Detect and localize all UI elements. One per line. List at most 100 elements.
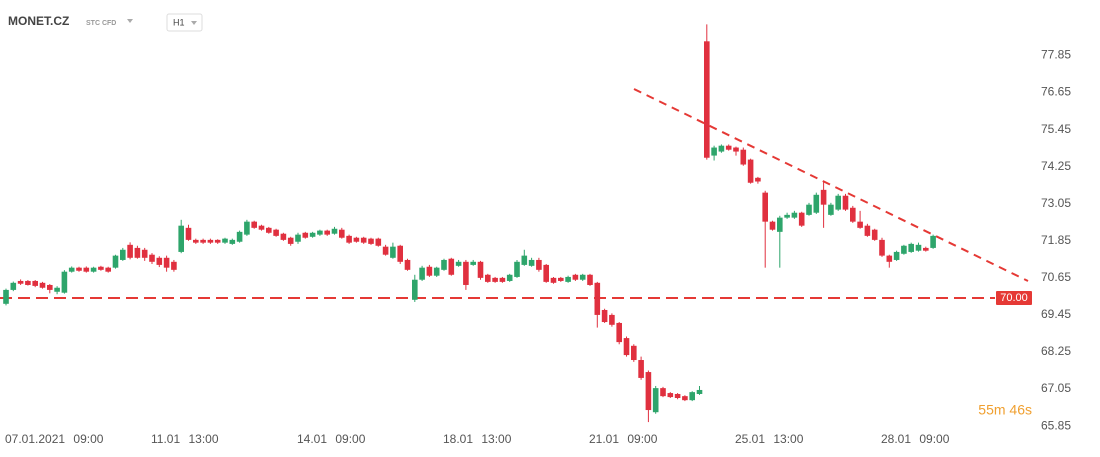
x-tick-label: 07.01.2021 09:00 (5, 432, 104, 446)
candle-body (492, 277, 498, 282)
candle-body (652, 388, 659, 413)
candle-body (915, 244, 922, 251)
y-tick-label: 70.65 (1041, 270, 1071, 284)
timeframe[interactable]: H1 (173, 17, 185, 27)
candle-body (747, 159, 754, 183)
x-tick-label: 14.01 09:00 (297, 432, 366, 446)
candle-body (331, 228, 338, 234)
candle-body (835, 195, 841, 210)
candle-body (893, 251, 900, 260)
candle-body (229, 239, 236, 244)
candle-body (667, 393, 674, 398)
candle-body (689, 392, 695, 401)
candle-body (871, 229, 878, 240)
candle-body (273, 229, 279, 236)
candle-body (222, 238, 228, 243)
candle-body (368, 238, 374, 244)
candle-body (813, 194, 820, 213)
candle-body (346, 235, 352, 243)
candle-body (295, 234, 301, 242)
candle-body (558, 277, 564, 281)
candle-body (375, 238, 382, 246)
candle-body (777, 217, 783, 232)
candle-body (682, 396, 688, 401)
candle-body (857, 221, 863, 228)
candle-body (704, 41, 710, 158)
candle-body (360, 237, 367, 243)
candle-body (266, 227, 272, 233)
candle-body (171, 261, 177, 270)
candle-body (419, 267, 425, 280)
y-tick-label: 69.45 (1041, 307, 1071, 321)
candle-body (901, 245, 907, 254)
candle-body (17, 280, 24, 284)
candle-body (550, 277, 557, 283)
candle-body (506, 274, 513, 281)
candle-body (477, 261, 484, 278)
candle-body (193, 239, 199, 243)
y-tick-label: 75.45 (1041, 122, 1071, 136)
candle-body (163, 257, 170, 268)
timeframe-box[interactable] (166, 13, 203, 32)
candle-body (3, 289, 9, 304)
candle-body (828, 204, 834, 215)
candle-body (806, 204, 812, 215)
candle-body (127, 244, 133, 258)
candle-body (638, 360, 644, 378)
symbol: MONET.CZ (8, 14, 69, 28)
candle-body (214, 239, 221, 243)
candle-body (90, 267, 97, 272)
candle-body (674, 393, 681, 398)
candle-body (609, 314, 615, 325)
level-label: 70.00 (1000, 292, 1028, 304)
candle-body (755, 177, 761, 182)
candle-body (908, 243, 914, 252)
candle-body (718, 145, 725, 152)
trend-line (633, 88, 1029, 282)
candle-body (587, 274, 593, 285)
candle-body (280, 233, 287, 240)
candle-body (762, 192, 768, 222)
candle-body (601, 309, 608, 323)
countdown: 55m 46s (978, 402, 1032, 418)
y-tick-label: 71.85 (1041, 233, 1071, 247)
candle-body (536, 259, 542, 270)
candle-body (470, 261, 476, 265)
y-tick-label: 67.05 (1041, 381, 1071, 395)
candle-body (769, 221, 776, 230)
candle-body (696, 389, 703, 394)
candle-body (631, 345, 637, 361)
candle-body (733, 147, 739, 152)
candle-body (521, 255, 528, 265)
candle-body (339, 229, 345, 238)
candle-body (645, 372, 652, 411)
dropdown-arrow[interactable] (127, 19, 133, 23)
candle-body (25, 280, 31, 285)
candle-body (251, 221, 257, 228)
candle-body (740, 149, 747, 165)
candle-body (820, 189, 827, 205)
candle-body (842, 195, 849, 210)
candle-body (47, 284, 53, 290)
candle-body (463, 261, 469, 285)
candle-body (54, 287, 60, 292)
x-tick-label: 21.01 09:00 (589, 432, 658, 446)
candle-body (390, 246, 396, 258)
candle-body (244, 221, 250, 235)
candle-body (120, 249, 126, 260)
candle-body (725, 145, 732, 150)
candle-body (302, 232, 309, 238)
candle-body (317, 230, 323, 235)
x-tick-label: 18.01 13:00 (443, 432, 512, 446)
candle-body (791, 212, 798, 218)
candle-body (105, 267, 111, 272)
candle-body (930, 235, 936, 248)
candle-body (543, 264, 549, 282)
candle-body (353, 237, 360, 242)
candle-body (287, 237, 294, 244)
candle-body (565, 276, 571, 282)
level-label-box (996, 290, 1032, 305)
instrument[interactable]: STC CFD (86, 20, 116, 27)
